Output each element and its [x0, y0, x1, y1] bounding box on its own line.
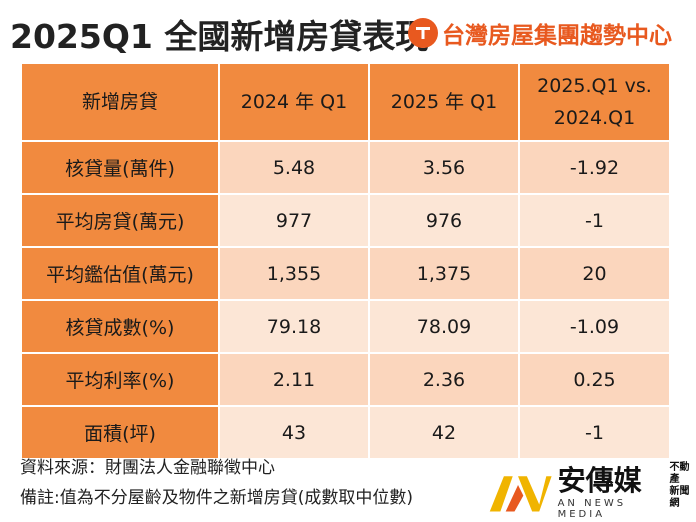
header-2024q1: 2024 年 Q1 — [220, 64, 368, 140]
brand-logo: 台灣房屋集團趨勢中心 — [408, 16, 672, 50]
cell-2024q1: 79.18 — [220, 301, 368, 352]
row-label: 平均利率(%) — [22, 354, 218, 405]
header-comparison: 2025.Q1 vs. 2024.Q1 — [520, 64, 669, 140]
page-title: 2025Q1 全國新增房貸表現 — [10, 17, 429, 56]
cell-2024q1: 1,355 — [220, 248, 368, 299]
table-row: 平均利率(%) 2.11 2.36 0.25 — [22, 354, 669, 405]
table-row: 平均鑑估值(萬元) 1,355 1,375 20 — [22, 248, 669, 299]
table-header-row: 新增房貸 2024 年 Q1 2025 年 Q1 2025.Q1 vs. 202… — [22, 64, 669, 140]
row-label: 平均房貸(萬元) — [22, 195, 218, 246]
row-label: 面積(坪) — [22, 407, 218, 458]
mortgage-table: 新增房貸 2024 年 Q1 2025 年 Q1 2025.Q1 vs. 202… — [20, 62, 671, 460]
row-label: 平均鑑估值(萬元) — [22, 248, 218, 299]
row-label: 核貸量(萬件) — [22, 142, 218, 193]
source-note: 資料來源：財團法人金融聯徵中心 — [20, 458, 275, 478]
header-comparison-line2: 2024.Q1 — [553, 107, 636, 129]
cell-diff: -1 — [520, 407, 669, 458]
header-comparison-line1: 2025.Q1 vs. — [537, 75, 652, 97]
media-subtitle: AN NEWS MEDIA — [557, 498, 627, 520]
cell-2025q1: 78.09 — [370, 301, 518, 352]
media-side-line2: 新聞網 — [669, 486, 690, 509]
table-row: 核貸量(萬件) 5.48 3.56 -1.92 — [22, 142, 669, 193]
footnote: 備註:值為不分屋齡及物件之新增房貸(成數取中位數) — [20, 488, 413, 508]
media-name: 安傳媒 — [557, 464, 642, 497]
header-2025q1: 2025 年 Q1 — [370, 64, 518, 140]
cell-2024q1: 5.48 — [220, 142, 368, 193]
table-row: 平均房貸(萬元) 977 976 -1 — [22, 195, 669, 246]
cell-2025q1: 42 — [370, 407, 518, 458]
media-logo: 安傳媒 AN NEWS MEDIA 不動產 新聞網 — [488, 462, 696, 520]
cell-2024q1: 977 — [220, 195, 368, 246]
brand-name: 台灣房屋集團趨勢中心 — [442, 23, 672, 49]
cell-2024q1: 2.11 — [220, 354, 368, 405]
brand-t-icon — [408, 18, 438, 48]
cell-diff: 20 — [520, 248, 669, 299]
an-logo-icon — [489, 476, 552, 512]
header-category: 新增房貸 — [22, 64, 218, 140]
cell-2025q1: 1,375 — [370, 248, 518, 299]
table-row: 面積(坪) 43 42 -1 — [22, 407, 669, 458]
cell-diff: -1 — [520, 195, 669, 246]
cell-2025q1: 2.36 — [370, 354, 518, 405]
table-row: 核貸成數(%) 79.18 78.09 -1.09 — [22, 301, 669, 352]
cell-2025q1: 976 — [370, 195, 518, 246]
cell-diff: -1.09 — [520, 301, 669, 352]
media-side-line1: 不動產 — [669, 462, 690, 485]
cell-diff: 0.25 — [520, 354, 669, 405]
cell-2024q1: 43 — [220, 407, 368, 458]
cell-diff: -1.92 — [520, 142, 669, 193]
row-label: 核貸成數(%) — [22, 301, 218, 352]
cell-2025q1: 3.56 — [370, 142, 518, 193]
